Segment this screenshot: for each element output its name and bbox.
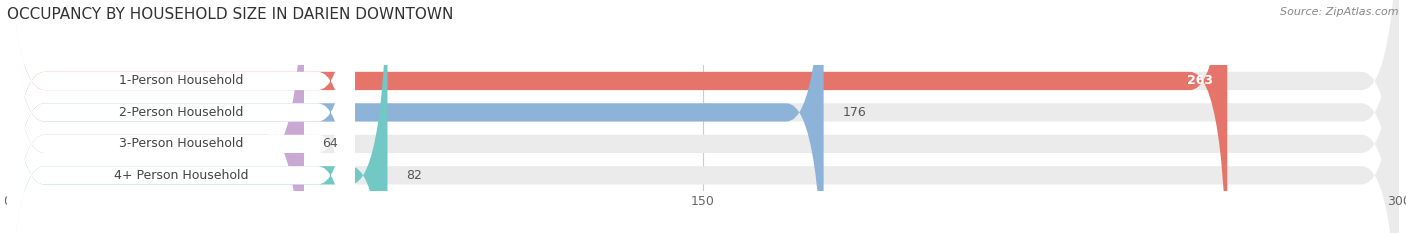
Text: Source: ZipAtlas.com: Source: ZipAtlas.com: [1281, 7, 1399, 17]
FancyBboxPatch shape: [7, 0, 354, 233]
Text: 3-Person Household: 3-Person Household: [120, 137, 243, 150]
FancyBboxPatch shape: [7, 0, 1399, 233]
FancyBboxPatch shape: [7, 0, 824, 233]
FancyBboxPatch shape: [7, 0, 388, 233]
Text: 263: 263: [1188, 75, 1213, 87]
FancyBboxPatch shape: [7, 0, 354, 233]
Text: 82: 82: [406, 169, 422, 182]
FancyBboxPatch shape: [7, 0, 354, 233]
FancyBboxPatch shape: [7, 0, 1399, 233]
FancyBboxPatch shape: [7, 0, 1399, 233]
FancyBboxPatch shape: [7, 0, 304, 233]
Text: 4+ Person Household: 4+ Person Household: [114, 169, 249, 182]
FancyBboxPatch shape: [7, 0, 1399, 233]
FancyBboxPatch shape: [7, 0, 354, 233]
FancyBboxPatch shape: [7, 0, 1227, 233]
Text: 64: 64: [322, 137, 339, 150]
Text: 1-Person Household: 1-Person Household: [120, 75, 243, 87]
Text: 2-Person Household: 2-Person Household: [120, 106, 243, 119]
Text: OCCUPANCY BY HOUSEHOLD SIZE IN DARIEN DOWNTOWN: OCCUPANCY BY HOUSEHOLD SIZE IN DARIEN DO…: [7, 7, 453, 22]
Text: 176: 176: [842, 106, 866, 119]
